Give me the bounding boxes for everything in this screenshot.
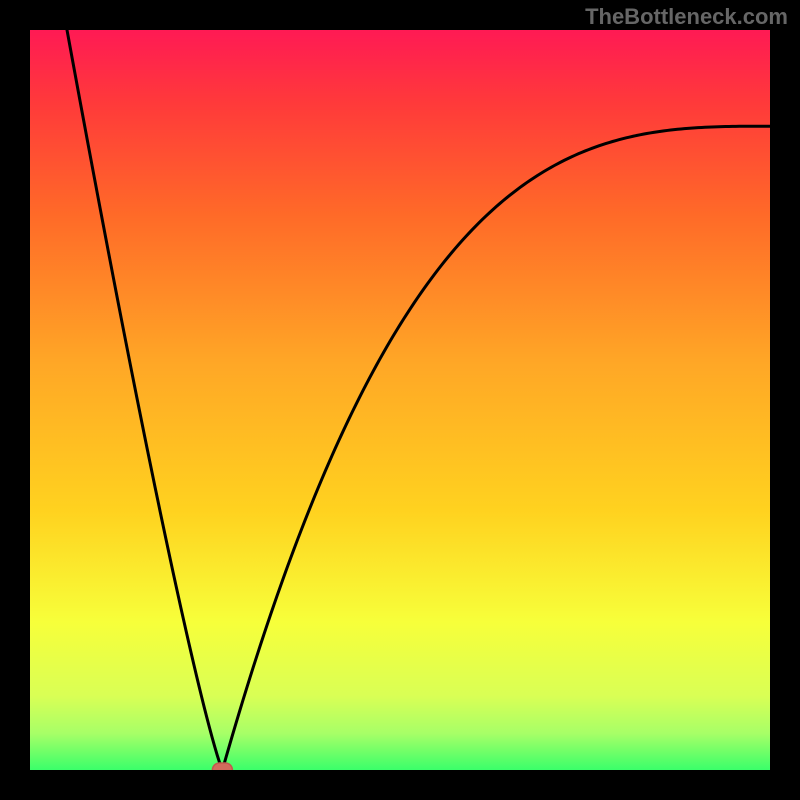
chart-root: TheBottleneck.com (0, 0, 800, 800)
watermark-text: TheBottleneck.com (585, 4, 788, 30)
chart-svg (0, 0, 800, 800)
plot-background (30, 30, 770, 770)
